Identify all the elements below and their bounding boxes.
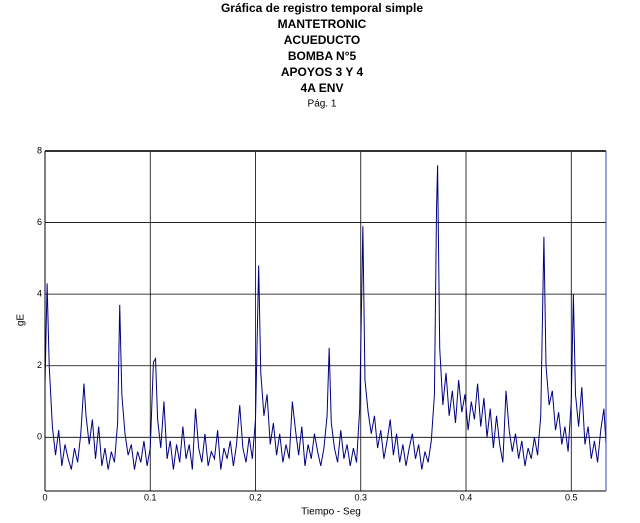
chart-subtitle: APOYOS 3 Y 4 — [281, 65, 364, 79]
x-tick-label: 0.3 — [355, 492, 368, 502]
y-tick-label: 4 — [37, 289, 42, 299]
x-tick-label: 0.1 — [144, 492, 157, 502]
y-tick-label: 8 — [37, 145, 42, 155]
x-tick-label: 0.2 — [249, 492, 262, 502]
chart-subtitle: 4A ENV — [301, 81, 344, 95]
y-tick-label: 6 — [37, 217, 42, 227]
plot-area — [45, 151, 606, 491]
chart-subtitle: MANTETRONIC — [278, 17, 367, 31]
x-tick-label: 0 — [42, 492, 47, 502]
page-label: Pág. 1 — [308, 99, 337, 110]
y-axis-label: gE — [16, 314, 27, 327]
y-tick-label: 0 — [37, 432, 42, 442]
chart-subtitle: ACUEDUCTO — [284, 33, 360, 47]
x-tick-label: 0.4 — [460, 492, 473, 502]
x-axis-label: Tiempo - Seg — [301, 507, 361, 518]
x-tick-label: 0.5 — [565, 492, 578, 502]
chart-title: Gráfica de registro temporal simple — [221, 1, 423, 15]
y-tick-label: 2 — [37, 360, 42, 370]
signal-line — [44, 165, 607, 470]
chart-subtitle: BOMBA N°5 — [288, 49, 357, 63]
